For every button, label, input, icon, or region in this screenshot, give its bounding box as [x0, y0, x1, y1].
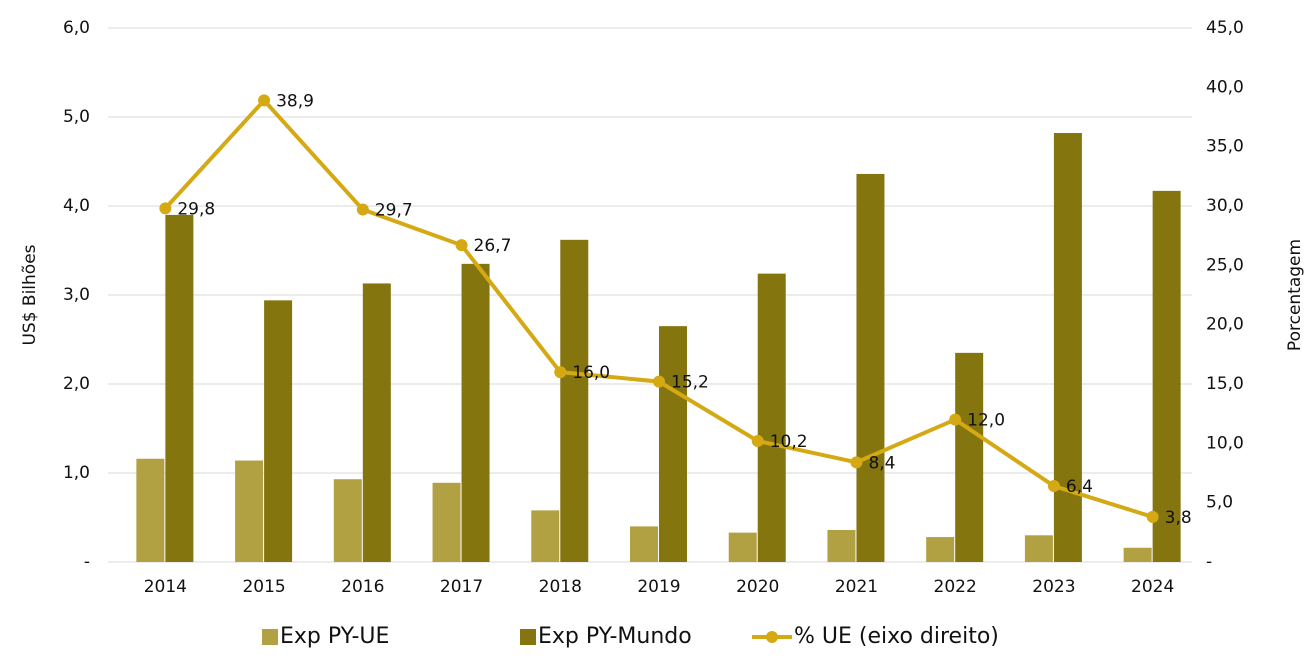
bar [235, 460, 264, 562]
line-marker [1047, 480, 1060, 493]
bar [165, 214, 194, 562]
data-label: 26,7 [474, 236, 512, 256]
y2-tick-label: 25,0 [1206, 255, 1244, 275]
y2-tick-label: 15,0 [1206, 374, 1244, 394]
bar [461, 263, 490, 562]
x-tick-label: 2021 [835, 577, 878, 597]
legend-swatch [262, 629, 278, 645]
y2-tick-label: 5,0 [1206, 493, 1233, 513]
data-label: 15,2 [671, 373, 709, 393]
y2-axis-title: Porcentagem [1285, 239, 1305, 351]
bar [1152, 190, 1181, 562]
bar [955, 352, 984, 562]
x-tick-label: 2022 [934, 577, 977, 597]
data-label: 8,4 [868, 453, 895, 473]
bar [926, 537, 955, 562]
bar [1053, 133, 1082, 562]
bar [136, 458, 165, 562]
bar [728, 532, 757, 562]
x-tick-label: 2014 [144, 577, 187, 597]
bar [659, 326, 687, 562]
x-tick-label: 2020 [736, 577, 779, 597]
y2-tick-label: 30,0 [1206, 196, 1244, 216]
data-label: 16,0 [572, 363, 610, 383]
line-marker [653, 375, 665, 388]
bar [757, 273, 786, 562]
bar [432, 482, 461, 562]
line-marker [949, 413, 962, 426]
y-tick-label: 1,0 [63, 463, 90, 483]
data-label: 38,9 [276, 91, 314, 111]
y2-tick-label: - [1206, 552, 1212, 572]
data-label: 3,8 [1165, 508, 1192, 528]
x-tick-label: 2023 [1032, 577, 1075, 597]
x-tick-label: 2017 [440, 577, 483, 597]
legend-swatch [766, 631, 778, 643]
data-label: 6,4 [1066, 477, 1093, 497]
line-marker [159, 202, 172, 215]
data-label: 10,2 [770, 432, 808, 452]
legend-label: Exp PY-Mundo [538, 624, 692, 649]
x-tick-label: 2019 [637, 577, 680, 597]
data-label: 12,0 [967, 411, 1005, 431]
y-tick-label: 2,0 [63, 374, 90, 394]
data-label: 29,7 [375, 201, 413, 221]
y2-tick-label: 45,0 [1206, 18, 1244, 38]
y-tick-label: 6,0 [63, 18, 90, 38]
y2-tick-label: 10,0 [1206, 433, 1244, 453]
line-marker [554, 366, 567, 379]
data-label: 29,8 [177, 199, 215, 219]
bar [827, 529, 856, 562]
line-marker [258, 94, 271, 107]
y2-tick-label: 40,0 [1206, 77, 1244, 97]
y-tick-label: 5,0 [63, 107, 90, 127]
line-marker [455, 239, 468, 252]
y-tick-label: 4,0 [63, 196, 90, 216]
bar [1024, 535, 1053, 562]
legend-swatch [520, 629, 536, 645]
y-tick-label: 3,0 [63, 285, 90, 305]
x-tick-label: 2018 [539, 577, 582, 597]
x-tick-label: 2015 [242, 577, 285, 597]
line-marker [751, 434, 764, 447]
bar [362, 283, 391, 562]
legend-label: % UE (eixo direito) [794, 624, 999, 649]
legend-label: Exp PY-UE [280, 624, 389, 649]
bar [560, 239, 589, 562]
y-axis-title: US$ Bilhões [20, 244, 40, 345]
y2-tick-label: 20,0 [1206, 315, 1244, 335]
bar [630, 526, 658, 562]
bar [264, 300, 293, 562]
bar [531, 510, 560, 562]
x-tick-label: 2024 [1131, 577, 1174, 597]
y2-tick-label: 35,0 [1206, 137, 1244, 157]
line-marker [850, 456, 863, 469]
line-marker [1146, 510, 1159, 523]
bar [856, 173, 885, 562]
bar [1123, 547, 1152, 562]
line-marker [356, 203, 369, 216]
bar [333, 479, 362, 562]
x-tick-label: 2016 [341, 577, 384, 597]
y-tick-label: - [84, 552, 90, 572]
